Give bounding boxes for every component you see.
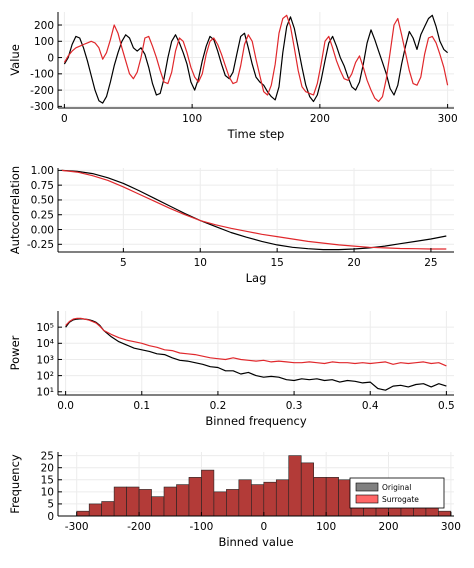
- histogram-bar: [238, 479, 252, 517]
- histogram-bar: [88, 503, 102, 517]
- x-tick-label: 300: [441, 521, 461, 533]
- x-tick-label: -100: [190, 521, 214, 533]
- histogram-bar: [313, 477, 327, 517]
- x-tick-label: 300: [438, 113, 458, 125]
- x-axis-label: Binned value: [218, 535, 293, 549]
- x-tick-label: 200: [310, 113, 330, 125]
- grid-lines: [58, 311, 454, 395]
- histogram-bar: [226, 489, 240, 517]
- y-tick-label: -300: [30, 101, 54, 113]
- histogram-bar: [438, 510, 452, 517]
- histogram-bar: [288, 455, 302, 517]
- y-tick-label: 10⁴: [36, 338, 54, 350]
- histogram-bar: [113, 486, 127, 517]
- timeseries-panel: 0 100 200 300 -300 -200 -100 0 100 200 Time step Va…: [8, 12, 458, 141]
- y-tick-label: 0.75: [31, 180, 54, 192]
- histogram-bar: [188, 477, 202, 517]
- histogram-bar: [138, 489, 152, 517]
- y-axis-label: Autocorrelation: [8, 166, 22, 254]
- histogram-bar: [338, 479, 352, 517]
- y-tick-label: 10³: [36, 354, 54, 366]
- x-tick-label: -300: [65, 521, 89, 533]
- y-tick-label: 10¹: [36, 387, 54, 399]
- x-tick-label: 0: [61, 113, 68, 125]
- legend-swatch: [355, 482, 379, 492]
- y-tick-label: 25: [41, 450, 54, 462]
- legend-label: Surrogate: [382, 495, 419, 504]
- original-series-line: [63, 14, 448, 104]
- histogram-bar: [251, 484, 265, 517]
- y-tick-label: 0: [47, 511, 54, 523]
- y-tick-label: -200: [30, 85, 54, 97]
- grid-lines: [58, 12, 454, 108]
- histogram-bar: [176, 484, 190, 517]
- y-tick-label: 100: [34, 36, 54, 48]
- y-tick-label: 20: [41, 462, 54, 474]
- x-axis-label: Time step: [227, 127, 285, 141]
- x-tick-label: 25: [424, 257, 437, 269]
- legend: Original Surrogate: [349, 477, 445, 509]
- y-axis-label: Power: [8, 335, 22, 370]
- x-tick-label: -200: [127, 521, 151, 533]
- y-tick-label: 0.50: [31, 195, 54, 207]
- x-tick-label: 10: [194, 257, 207, 269]
- legend-swatch: [355, 494, 379, 504]
- surrogate-series-line: [65, 317, 447, 367]
- x-tick-label: 100: [182, 113, 202, 125]
- histogram-bars: [76, 455, 452, 517]
- y-tick-label: 5: [47, 499, 54, 511]
- histogram-bar: [101, 501, 115, 517]
- x-axis-label: Binned frequency: [205, 414, 307, 428]
- x-tick-label: 0.1: [133, 400, 150, 412]
- y-tick-label: 0.25: [31, 210, 54, 222]
- x-tick-label: 20: [347, 257, 360, 269]
- x-tick-label: 0.3: [286, 400, 303, 412]
- surrogate-series-line: [63, 14, 449, 103]
- histogram-bar: [300, 462, 314, 517]
- x-tick-label: 0.5: [438, 400, 455, 412]
- histogram-bar: [201, 469, 215, 517]
- y-tick-label: 10: [41, 487, 54, 499]
- histogram-bar: [263, 481, 277, 517]
- x-tick-label: 0: [260, 521, 267, 533]
- y-tick-label: 0.00: [31, 224, 54, 236]
- x-tick-label: 0.2: [210, 400, 227, 412]
- x-tick-label: 100: [316, 521, 336, 533]
- y-tick-label: 0: [47, 52, 54, 64]
- y-tick-label: -0.25: [27, 239, 54, 251]
- autocorrelation-panel: 5 10 15 20 25 1.00 0.75 0.50 0.25 0.00 -0.25 Lag Aut…: [8, 165, 454, 285]
- y-tick-label: 200: [34, 20, 54, 32]
- x-tick-label: 15: [270, 257, 283, 269]
- original-series-line: [65, 318, 447, 391]
- y-tick-label: 1.00: [31, 165, 54, 177]
- histogram-bar: [325, 477, 339, 517]
- histogram-bar: [76, 510, 90, 517]
- grid-lines: [58, 168, 454, 252]
- surrogate-series-line: [61, 169, 447, 250]
- histogram-bar: [163, 486, 177, 517]
- histogram-bar: [151, 496, 165, 517]
- x-axis-label: Lag: [246, 271, 267, 285]
- legend-label: Original: [382, 483, 411, 492]
- y-axis-label: Value: [8, 44, 22, 76]
- y-tick-label: -100: [30, 69, 54, 81]
- y-tick-label: 10⁵: [36, 322, 54, 334]
- histogram-bar: [275, 479, 290, 517]
- y-tick-label: 10²: [36, 370, 54, 382]
- original-series-line: [61, 169, 447, 251]
- x-tick-label: 200: [378, 521, 398, 533]
- x-tick-label: 5: [120, 257, 127, 269]
- power-spectrum-panel: 0.0 0.1 0.2 0.3 0.4 0.5 10⁵ 10⁴ 10³ 10² 10¹ Binned …: [8, 311, 455, 428]
- y-axis-label: Frequency: [8, 454, 22, 514]
- x-tick-label: 0.0: [57, 400, 74, 412]
- histogram-bar: [126, 486, 140, 517]
- histogram-bar: [213, 491, 227, 517]
- y-tick-label: 15: [41, 475, 54, 487]
- x-tick-label: 0.4: [362, 400, 379, 412]
